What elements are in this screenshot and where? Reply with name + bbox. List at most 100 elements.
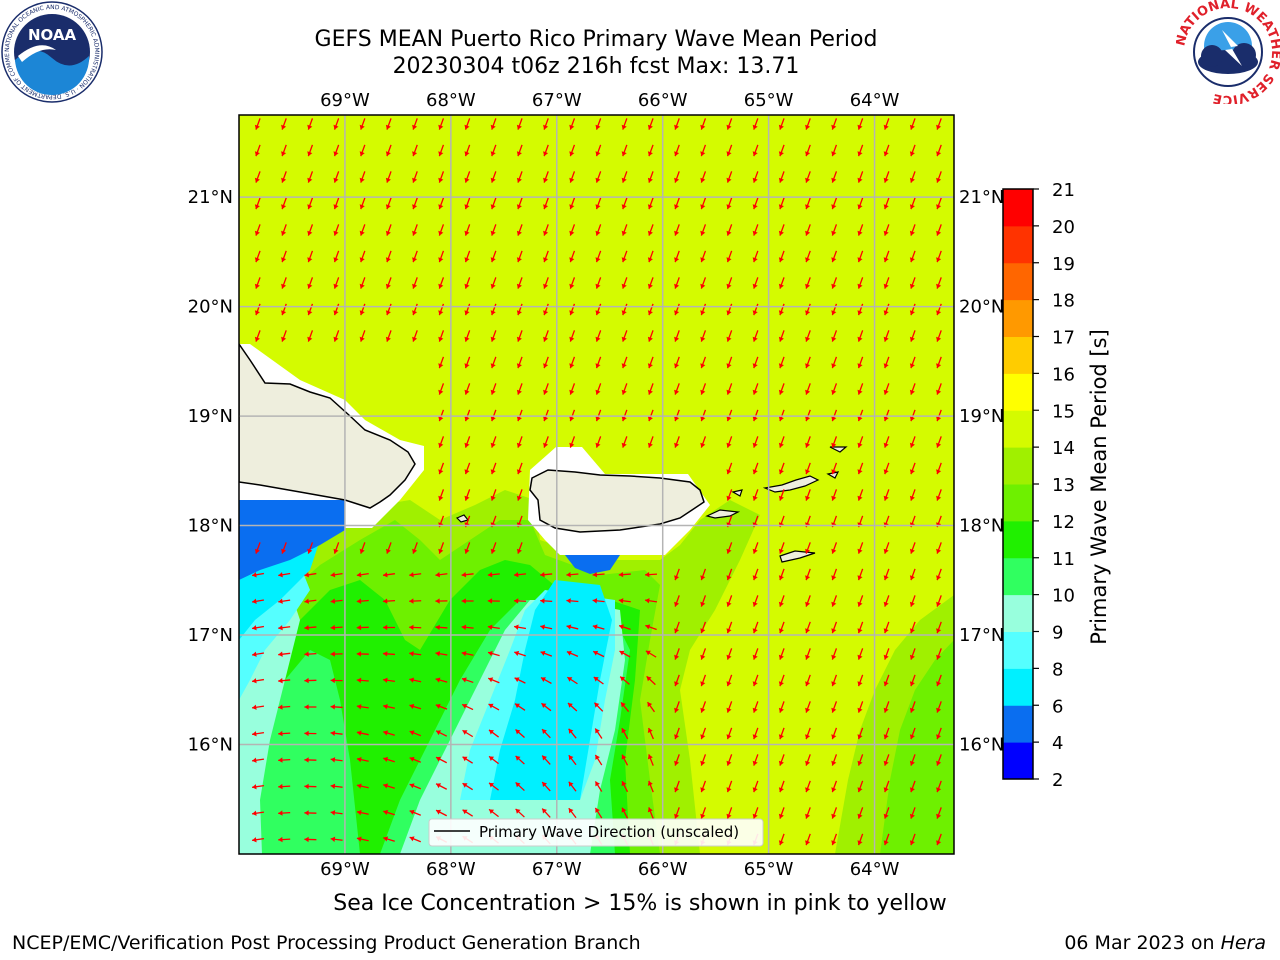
wave-arrow-head	[752, 760, 758, 766]
wave-arrow-head	[857, 204, 863, 210]
wave-arrow-head	[936, 336, 942, 342]
wave-arrow-head	[435, 703, 441, 709]
lat-tick-label: 19°N	[959, 406, 1004, 427]
wave-arrow-head	[278, 651, 283, 657]
wave-arrow-head	[909, 495, 915, 501]
wave-arrow-head	[438, 548, 444, 554]
wave-arrow-head	[909, 124, 915, 130]
wave-arrow-head	[330, 810, 336, 816]
wave-arrow-head	[857, 389, 863, 395]
wave-arrow-head	[330, 757, 336, 763]
wave-arrow-head	[516, 442, 522, 448]
wave-arrow-head	[409, 756, 415, 762]
wave-arrow-head	[883, 283, 889, 289]
wave-arrow-head	[909, 787, 915, 793]
wave-arrow-head	[304, 783, 309, 790]
wave-arrow-head	[461, 624, 467, 630]
wave-arrow-head	[805, 310, 811, 316]
wave-arrow-head	[805, 204, 811, 210]
wave-arrow-head	[490, 283, 496, 289]
wave-arrow-head	[307, 177, 313, 183]
colorbar-tick-label: 21	[1052, 180, 1075, 201]
puerto-rico-land	[529, 469, 705, 533]
wave-arrow-head	[569, 204, 575, 210]
wave-arrow-head	[278, 757, 283, 763]
wave-arrow-head	[857, 787, 863, 793]
wave-arrow-head	[593, 650, 599, 656]
wave-arrow-head	[464, 442, 470, 448]
colorbar-tick-label: 8	[1052, 659, 1063, 680]
wave-arrow-head	[254, 310, 260, 316]
wave-arrow-head	[488, 703, 494, 709]
wave-arrow-head	[281, 336, 287, 342]
wave-arrow-head	[464, 548, 470, 554]
wave-arrow-head	[516, 495, 522, 501]
wave-arrow-head	[752, 204, 758, 210]
wave-arrow-head	[726, 760, 732, 766]
wave-arrow-head	[490, 363, 496, 369]
wave-arrow-head	[489, 809, 495, 815]
wave-arrow-head	[674, 681, 680, 687]
wave-arrow-head	[490, 124, 496, 130]
wave-arrow-head	[592, 571, 598, 578]
wave-arrow-head	[252, 651, 257, 657]
wave-arrow-head	[543, 310, 549, 316]
wave-arrow-head	[595, 389, 601, 395]
wave-arrow-head	[674, 813, 680, 819]
wave-arrow-head	[307, 151, 313, 157]
wave-arrow-head	[461, 651, 467, 657]
wave-arrow-head	[883, 310, 889, 316]
colorbar-tick-label: 2	[1052, 770, 1063, 791]
lat-tick-labels-right: 21°N 20°N 19°N 18°N 17°N 16°N	[959, 187, 1004, 755]
wave-arrow-head	[936, 601, 942, 607]
wave-arrow-head	[674, 283, 680, 289]
wave-arrow-head	[385, 204, 391, 210]
wave-arrow-head	[883, 469, 889, 475]
wave-arrow-head	[883, 654, 889, 660]
wave-arrow-head	[435, 677, 441, 683]
wave-arrow-head	[356, 810, 362, 816]
wave-arrow-head	[412, 177, 418, 183]
wave-arrow-head	[595, 336, 601, 342]
colorbar-label: Primary Wave Mean Period [s]	[1087, 329, 1111, 645]
wave-arrow-head	[356, 783, 362, 789]
lon-tick-label: 67°W	[532, 90, 582, 111]
wave-arrow-head	[464, 469, 470, 475]
field-band-10s	[239, 650, 360, 854]
wave-arrow-head	[541, 703, 547, 709]
wave-arrow-head	[385, 124, 391, 130]
wave-arrow-head	[592, 598, 598, 604]
wave-arrow-head	[857, 734, 863, 740]
wave-arrow-head	[831, 389, 837, 395]
wave-arrow-head	[542, 729, 547, 735]
wave-arrow-head	[700, 681, 706, 687]
wave-arrow-head	[278, 678, 283, 684]
wave-arrow-head	[909, 442, 915, 448]
wave-arrow-head	[645, 650, 651, 656]
wave-arrow-head	[409, 572, 414, 578]
wave-arrow-head	[333, 283, 339, 289]
wave-arrow-head	[333, 177, 339, 183]
wave-arrow-head	[831, 813, 837, 819]
wave-arrow-head	[883, 495, 889, 501]
wave-arrow-head	[726, 363, 732, 369]
wave-arrow-head	[700, 363, 706, 369]
wave-arrow-head	[805, 469, 811, 475]
wave-arrow-head	[464, 177, 470, 183]
wave-arrow-head	[857, 177, 863, 183]
wave-arrow-head	[857, 469, 863, 475]
wave-arrow-head	[516, 230, 522, 236]
wave-arrow-head	[674, 760, 680, 766]
wave-arrow-head	[674, 575, 680, 581]
wave-arrow-head	[490, 469, 496, 475]
wave-arrow-head	[569, 336, 575, 342]
wave-arrow-head	[356, 624, 362, 631]
wave-arrow-head	[700, 575, 706, 581]
wave-arrow-head	[936, 575, 942, 581]
wave-arrow-head	[831, 151, 837, 157]
lat-tick-labels-left: 21°N 20°N 19°N 18°N 17°N 16°N	[188, 187, 233, 755]
wave-direction-arrows	[251, 118, 942, 846]
colorbar-segment	[1003, 189, 1033, 227]
wave-arrow-head	[543, 204, 549, 210]
wave-arrow-head	[909, 628, 915, 634]
